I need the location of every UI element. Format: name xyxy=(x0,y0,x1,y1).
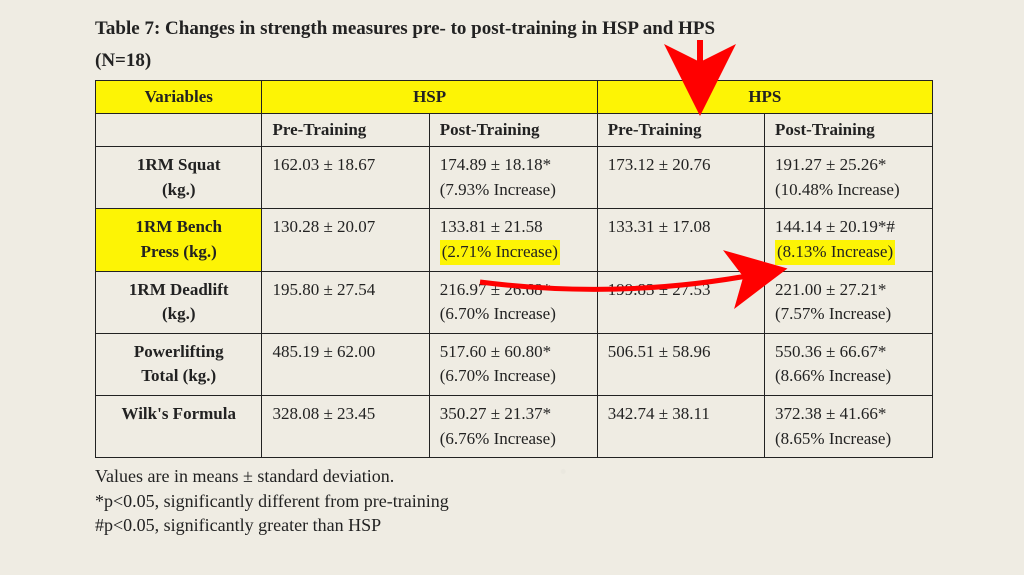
header-group-hps: HPS xyxy=(597,81,932,114)
row-name: Powerlifting Total (kg.) xyxy=(96,333,262,395)
header-hps-pre: Pre-Training xyxy=(597,114,764,147)
cell-hsp-post-value: 517.60 ± 60.80* xyxy=(440,342,551,361)
cell-hps-pre: 173.12 ± 20.76 xyxy=(597,147,764,209)
cell-hps-post: 144.14 ± 20.19*# (8.13% Increase) xyxy=(765,209,933,271)
cell-hsp-post: 216.97 ± 26.68* (6.70% Increase) xyxy=(429,271,597,333)
row-name-line1: 1RM Squat xyxy=(137,155,221,174)
cell-hsp-post-value: 216.97 ± 26.68* xyxy=(440,280,551,299)
cell-hps-pre: 506.51 ± 58.96 xyxy=(597,333,764,395)
footnote-line-3: #p<0.05, significantly greater than HSP xyxy=(95,513,933,537)
cell-hsp-post-inc: (6.70% Increase) xyxy=(440,302,587,327)
header-blank xyxy=(96,114,262,147)
page-container: Table 7: Changes in strength measures pr… xyxy=(95,18,933,537)
header-hps-post: Post-Training xyxy=(765,114,933,147)
footnotes: Values are in means ± standard deviation… xyxy=(95,464,933,537)
row-name-line2: (kg.) xyxy=(162,180,196,199)
cell-hps-post: 221.00 ± 27.21* (7.57% Increase) xyxy=(765,271,933,333)
cell-hsp-post-value: 350.27 ± 21.37* xyxy=(440,404,551,423)
cell-hsp-pre: 162.03 ± 18.67 xyxy=(262,147,429,209)
row-name: 1RM Deadlift (kg.) xyxy=(96,271,262,333)
cell-hps-post-value: 550.36 ± 66.67* xyxy=(775,342,886,361)
cell-hsp-pre: 130.28 ± 20.07 xyxy=(262,209,429,271)
row-name-highlight: 1RM Bench Press (kg.) xyxy=(96,209,262,271)
cell-hsp-post: 517.60 ± 60.80* (6.70% Increase) xyxy=(429,333,597,395)
cell-hps-post-value: 191.27 ± 25.26* xyxy=(775,155,886,174)
table-row: 1RM Bench Press (kg.) 130.28 ± 20.07 133… xyxy=(96,209,933,271)
data-table: Variables HSP HPS Pre-Training Post-Trai… xyxy=(95,80,933,458)
cell-hps-post-inc: (8.66% Increase) xyxy=(775,364,922,389)
row-name-line2: Press (kg.) xyxy=(141,242,217,261)
header-hsp-post: Post-Training xyxy=(429,114,597,147)
cell-hps-post-inc-highlight: (8.13% Increase) xyxy=(775,240,895,265)
header-variables: Variables xyxy=(96,81,262,114)
row-name-line1: 1RM Bench xyxy=(136,217,222,236)
cell-hps-pre: 133.31 ± 17.08 xyxy=(597,209,764,271)
row-name-line2: (kg.) xyxy=(162,304,196,323)
table-row: Wilk's Formula 328.08 ± 23.45 350.27 ± 2… xyxy=(96,396,933,458)
row-name: 1RM Squat (kg.) xyxy=(96,147,262,209)
table-row: 1RM Squat (kg.) 162.03 ± 18.67 174.89 ± … xyxy=(96,147,933,209)
row-name: Wilk's Formula xyxy=(96,396,262,458)
table-body: 1RM Squat (kg.) 162.03 ± 18.67 174.89 ± … xyxy=(96,147,933,458)
cell-hsp-post-value: 133.81 ± 21.58 xyxy=(440,217,543,236)
cell-hsp-post-inc: (7.93% Increase) xyxy=(440,178,587,203)
cell-hps-post-inc: (8.65% Increase) xyxy=(775,427,922,452)
cell-hsp-post: 133.81 ± 21.58 (2.71% Increase) xyxy=(429,209,597,271)
header-row-1: Variables HSP HPS xyxy=(96,81,933,114)
header-row-2: Pre-Training Post-Training Pre-Training … xyxy=(96,114,933,147)
table-row: Powerlifting Total (kg.) 485.19 ± 62.00 … xyxy=(96,333,933,395)
cell-hps-post-value: 144.14 ± 20.19*# xyxy=(775,217,895,236)
cell-hps-post: 191.27 ± 25.26* (10.48% Increase) xyxy=(765,147,933,209)
cell-hps-post: 372.38 ± 41.66* (8.65% Increase) xyxy=(765,396,933,458)
table-row: 1RM Deadlift (kg.) 195.80 ± 27.54 216.97… xyxy=(96,271,933,333)
table-title: Table 7: Changes in strength measures pr… xyxy=(95,18,933,40)
footnote-line-2: *p<0.05, significantly different from pr… xyxy=(95,489,933,513)
cell-hsp-pre: 195.80 ± 27.54 xyxy=(262,271,429,333)
header-group-hsp: HSP xyxy=(262,81,597,114)
footnote-line-1: Values are in means ± standard deviation… xyxy=(95,464,933,488)
table-subtitle: (N=18) xyxy=(95,50,933,72)
cell-hps-post-inc: (7.57% Increase) xyxy=(775,302,922,327)
table-head: Variables HSP HPS Pre-Training Post-Trai… xyxy=(96,81,933,147)
cell-hsp-post-inc-highlight: (2.71% Increase) xyxy=(440,240,560,265)
cell-hps-pre: 342.74 ± 38.11 xyxy=(597,396,764,458)
row-name-line2: Total (kg.) xyxy=(141,366,216,385)
header-hsp-pre: Pre-Training xyxy=(262,114,429,147)
cell-hsp-post-inc: (6.76% Increase) xyxy=(440,427,587,452)
row-name-line1: Powerlifting xyxy=(134,342,224,361)
cell-hsp-post: 350.27 ± 21.37* (6.76% Increase) xyxy=(429,396,597,458)
row-name-line1: Wilk's Formula xyxy=(122,404,236,423)
cell-hsp-pre: 328.08 ± 23.45 xyxy=(262,396,429,458)
cell-hps-post-value: 372.38 ± 41.66* xyxy=(775,404,886,423)
cell-hsp-pre: 485.19 ± 62.00 xyxy=(262,333,429,395)
cell-hps-post: 550.36 ± 66.67* (8.66% Increase) xyxy=(765,333,933,395)
cell-hps-pre: 199.83 ± 27.53 xyxy=(597,271,764,333)
row-name-line1: 1RM Deadlift xyxy=(129,280,229,299)
cell-hps-post-value: 221.00 ± 27.21* xyxy=(775,280,886,299)
cell-hsp-post-value: 174.89 ± 18.18* xyxy=(440,155,551,174)
cell-hps-post-inc: (10.48% Increase) xyxy=(775,178,922,203)
cell-hsp-post-inc: (6.70% Increase) xyxy=(440,364,587,389)
cell-hsp-post: 174.89 ± 18.18* (7.93% Increase) xyxy=(429,147,597,209)
